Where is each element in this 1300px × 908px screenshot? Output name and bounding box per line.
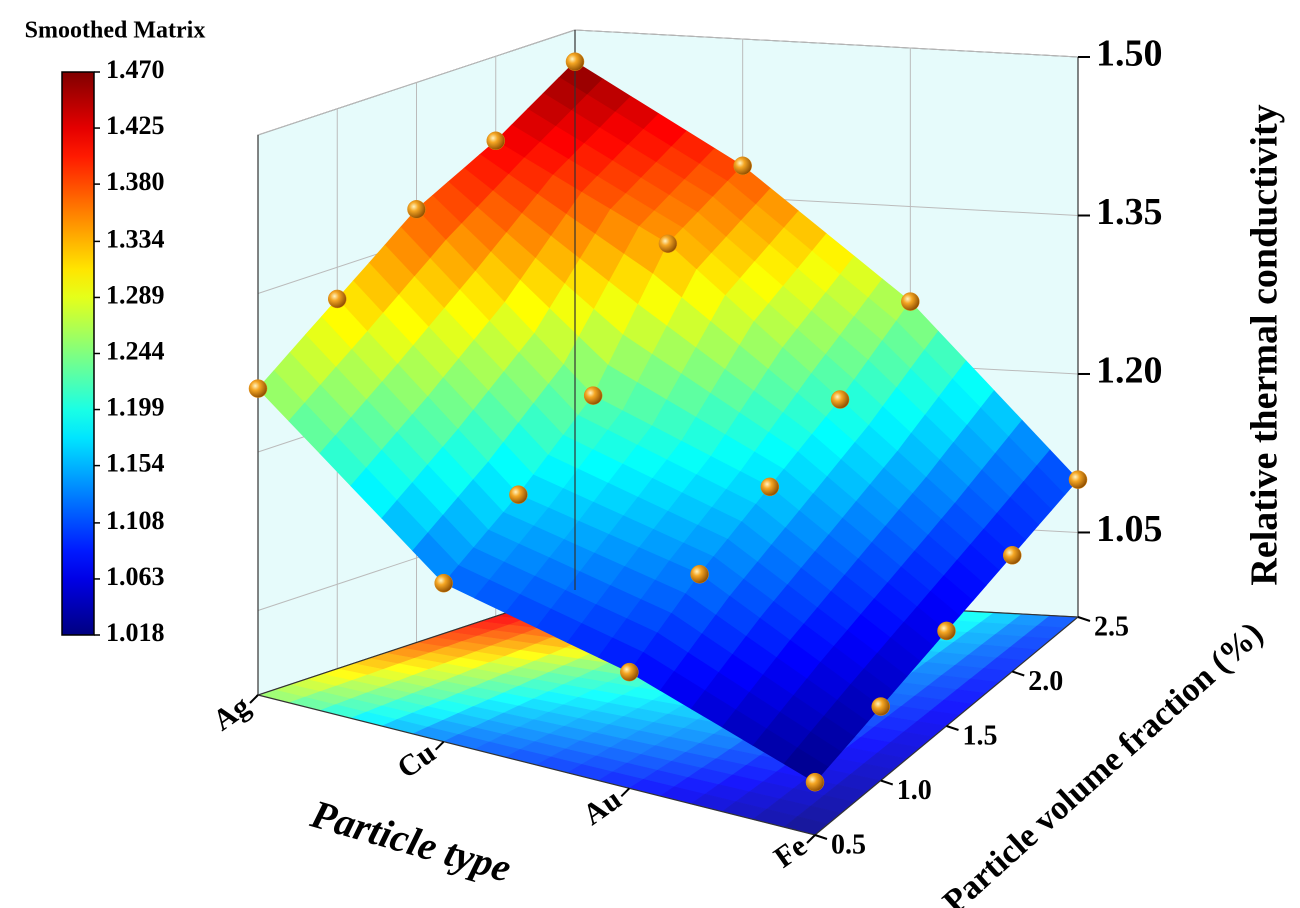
x-axis-label: Particle type <box>305 791 516 891</box>
colorbar-title: Smoothed Matrix <box>25 18 206 44</box>
z-axis-label: Relative thermal conductivity <box>1244 104 1286 585</box>
data-point <box>733 156 752 176</box>
data-point <box>805 772 825 792</box>
colorbar-tick-label: 1.154 <box>106 449 165 478</box>
z-tick-label: 1.35 <box>1096 191 1163 233</box>
colorbar <box>61 71 95 636</box>
data-point <box>1068 470 1088 489</box>
y-tick-label: 2.0 <box>1028 666 1063 697</box>
y-tick <box>1011 670 1025 677</box>
colorbar-tick-label: 1.199 <box>106 393 165 422</box>
data-point <box>328 289 347 309</box>
z-tick-label: 1.50 <box>1096 33 1163 75</box>
colorbar-tick-label: 1.470 <box>106 55 165 84</box>
data-point <box>658 234 678 253</box>
x-tick <box>806 834 816 844</box>
y-tick-label: 1.0 <box>897 775 932 806</box>
colorbar-tick-label: 1.289 <box>106 280 165 309</box>
x-tick-label: Fe <box>768 829 813 874</box>
data-point <box>407 200 426 219</box>
data-point <box>248 379 268 398</box>
z-tick-label: 1.05 <box>1096 508 1163 550</box>
x-tick-label: Ag <box>207 689 256 737</box>
data-point <box>486 131 505 151</box>
data-point <box>690 564 709 584</box>
colorbar-tick-label: 1.380 <box>106 167 165 196</box>
y-tick <box>1077 616 1091 622</box>
data-point <box>565 52 585 71</box>
y-tick-label: 1.5 <box>963 720 998 751</box>
colorbar-tick-label: 1.108 <box>106 506 165 535</box>
data-point <box>620 662 639 682</box>
data-point <box>1003 546 1022 565</box>
y-tick <box>946 725 959 731</box>
y-tick <box>880 779 894 786</box>
data-point <box>583 386 603 405</box>
data-point <box>937 621 956 641</box>
y-tick-label: 2.5 <box>1094 611 1129 642</box>
colorbar-tick-label: 1.334 <box>106 224 165 253</box>
z-tick-label: 1.20 <box>1096 350 1163 392</box>
x-tick <box>434 740 445 751</box>
data-point <box>871 697 890 716</box>
x-tick <box>249 694 259 704</box>
y-tick <box>814 834 828 840</box>
data-point <box>434 573 453 593</box>
colorbar-tick-label: 1.018 <box>106 618 165 647</box>
colorbar-tick-label: 1.425 <box>106 111 165 140</box>
surface <box>257 61 1079 783</box>
data-point <box>830 390 850 409</box>
x-tick-label: Au <box>577 783 627 832</box>
data-point <box>509 485 528 504</box>
y-tick-label: 0.5 <box>831 829 866 860</box>
colorbar-tick-label: 1.063 <box>106 562 165 591</box>
data-point <box>901 292 920 311</box>
x-tick-label: Cu <box>391 736 441 785</box>
colorbar-tick-label: 1.244 <box>106 336 165 365</box>
x-tick <box>620 787 631 798</box>
data-point <box>760 477 780 497</box>
